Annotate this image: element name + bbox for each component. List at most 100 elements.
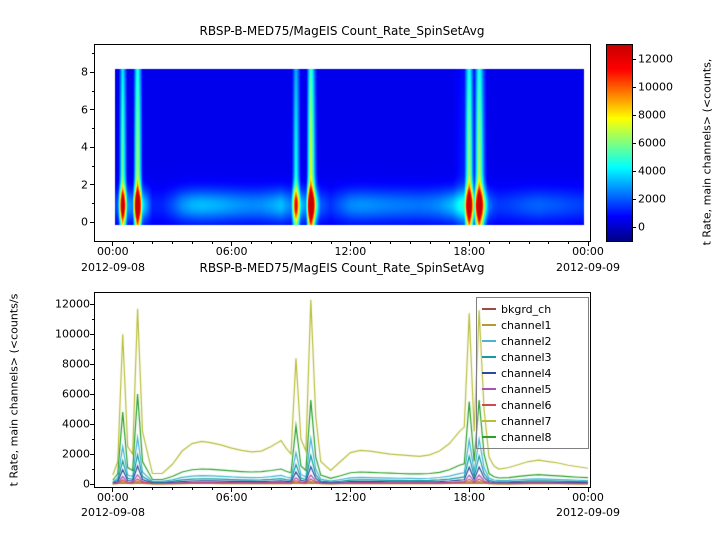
x-tick-minor [152, 241, 154, 244]
colorbar-tick-label: 12000 [638, 52, 673, 66]
y-tick-label: 2000 [62, 447, 90, 461]
x-tick-label: 00:00 [96, 491, 129, 504]
x-tick-minor [271, 487, 273, 490]
y-tick-label: 10000 [55, 327, 90, 341]
x-tick-major [587, 487, 589, 492]
x-tick-minor [409, 487, 411, 490]
legend-swatch [482, 436, 496, 438]
x-tick-minor [192, 487, 194, 490]
y-tick-minor [92, 349, 95, 351]
x-tick-minor [370, 487, 372, 490]
x-tick-minor [310, 241, 312, 244]
x-tick-label: 00:00 [572, 245, 604, 258]
y-tick-label: 6000 [62, 387, 90, 401]
legend-item[interactable]: channel3 [482, 349, 582, 365]
legend-item[interactable]: channel4 [482, 365, 582, 381]
colorbar-tick [632, 226, 636, 228]
x-tick-minor [132, 241, 134, 244]
x-tick-minor [370, 241, 372, 244]
x-tick-minor [568, 241, 570, 244]
y-tick-label: 2 [81, 178, 88, 192]
legend-label: channel1 [501, 318, 552, 332]
y-tick-major [90, 453, 95, 455]
colorbar-tick-label: 0 [638, 220, 645, 234]
legend-swatch [482, 324, 496, 326]
spectrogram-canvas[interactable] [95, 45, 590, 241]
legend-label: bkgrd_ch [501, 302, 552, 316]
x-tick-minor [528, 241, 530, 244]
colorbar-tick-label: 6000 [638, 136, 666, 150]
x-tick-major [112, 241, 114, 246]
colorbar-tick [632, 198, 636, 200]
y-tick-minor [92, 203, 95, 205]
y-axis-label: t Rate, main channels> (<counts/s [7, 293, 21, 487]
x-tick-minor [548, 241, 550, 244]
line-chart-axes-frame [94, 292, 591, 488]
spectrogram-axes-frame [94, 44, 591, 242]
y-tick-minor [92, 469, 95, 471]
legend-item[interactable]: bkgrd_ch [482, 301, 582, 317]
line-chart-title: RBSP-B-MED75/MagEIS Count_Rate_SpinSetAv… [199, 261, 485, 275]
legend-swatch [482, 404, 496, 406]
legend: bkgrd_ch channel1 channel2 channel3 channel4… [476, 297, 589, 449]
y-tick-major [90, 221, 95, 223]
y-tick-label: 8000 [62, 357, 90, 371]
y-tick-label: 4 [81, 140, 88, 154]
y-tick-major [90, 303, 95, 305]
x-tick-minor [508, 487, 510, 490]
x-tick-minor [449, 241, 451, 244]
colorbar-tick [632, 142, 636, 144]
legend-label: channel5 [501, 382, 552, 396]
legend-item[interactable]: channel2 [482, 333, 582, 349]
x-tick-label: 18:00 [453, 491, 486, 504]
legend-label: channel2 [501, 334, 552, 348]
legend-item[interactable]: channel8 [482, 429, 582, 445]
legend-swatch [482, 420, 496, 422]
x-tick-minor [568, 487, 570, 490]
y-tick-minor [92, 319, 95, 321]
x-tick-label: 06:00 [215, 491, 248, 504]
legend-swatch [482, 388, 496, 390]
x-tick-label: 06:00 [215, 245, 248, 258]
x-tick-minor [192, 241, 194, 244]
line-chart-date-left: 2012-09-08 [81, 506, 145, 519]
y-tick-major [90, 423, 95, 425]
y-tick-major [90, 109, 95, 111]
legend-label: channel8 [501, 430, 552, 444]
x-tick-minor [508, 241, 510, 244]
x-tick-minor [330, 241, 332, 244]
y-tick-minor [92, 128, 95, 130]
x-tick-minor [291, 487, 293, 490]
legend-item[interactable]: channel1 [482, 317, 582, 333]
y-tick-minor [92, 379, 95, 381]
x-tick-minor [390, 241, 392, 244]
y-tick-major [90, 333, 95, 335]
x-tick-minor [429, 241, 431, 244]
colorbar-tick [632, 170, 636, 172]
colorbar-tick-label: 10000 [638, 80, 673, 94]
colorbar-tick-label: 4000 [638, 164, 666, 178]
x-tick-major [231, 241, 233, 246]
x-tick-minor [172, 241, 174, 244]
legend-item[interactable]: channel5 [482, 381, 582, 397]
x-tick-minor [429, 487, 431, 490]
y-tick-label: 0 [83, 477, 90, 491]
colorbar-canvas [607, 45, 632, 241]
legend-item[interactable]: channel7 [482, 413, 582, 429]
y-tick-major [90, 184, 95, 186]
x-tick-minor [152, 487, 154, 490]
x-tick-major [587, 241, 589, 246]
x-tick-minor [409, 241, 411, 244]
y-tick-major [90, 483, 95, 485]
x-tick-minor [449, 487, 451, 490]
y-tick-minor [92, 53, 95, 55]
x-tick-label: 00:00 [96, 245, 129, 258]
line-chart-canvas[interactable] [95, 293, 590, 487]
y-tick-major [90, 71, 95, 73]
x-tick-major [231, 487, 233, 492]
x-tick-major [468, 241, 470, 246]
x-tick-major [349, 241, 351, 246]
legend-item[interactable]: channel6 [482, 397, 582, 413]
legend-label: channel3 [501, 350, 552, 364]
legend-swatch [482, 340, 496, 342]
